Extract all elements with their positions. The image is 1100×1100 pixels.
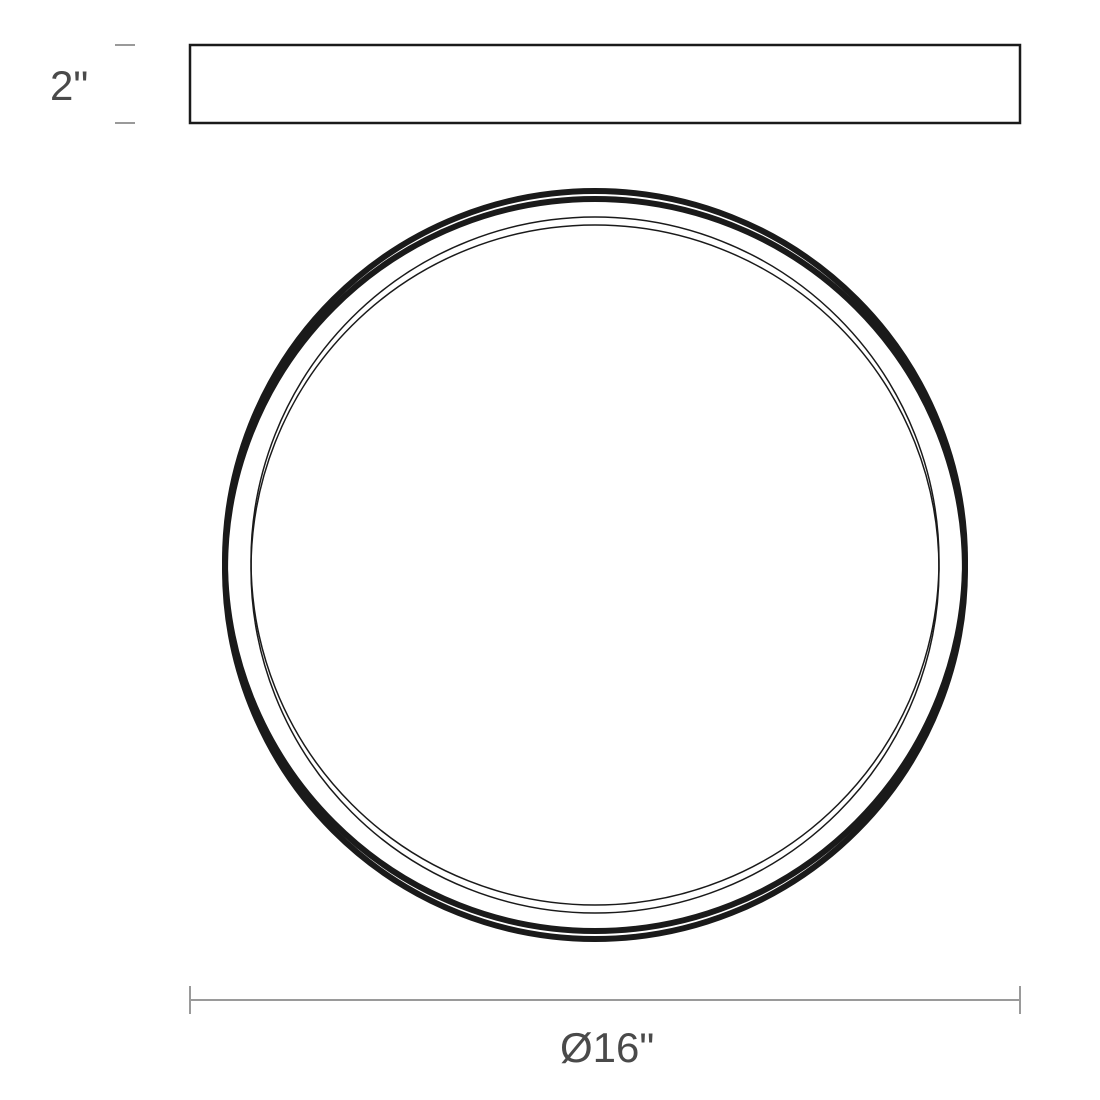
side-elevation-rect: [190, 45, 1020, 123]
top-view-ring: [225, 191, 965, 939]
diameter-dimension-label: Ø16": [560, 1024, 654, 1071]
height-dimension-label: 2": [50, 62, 88, 109]
dimension-diagram: 2" Ø16": [0, 0, 1100, 1100]
height-dimension-bracket: [115, 45, 135, 123]
diameter-dimension-line: [190, 986, 1020, 1014]
